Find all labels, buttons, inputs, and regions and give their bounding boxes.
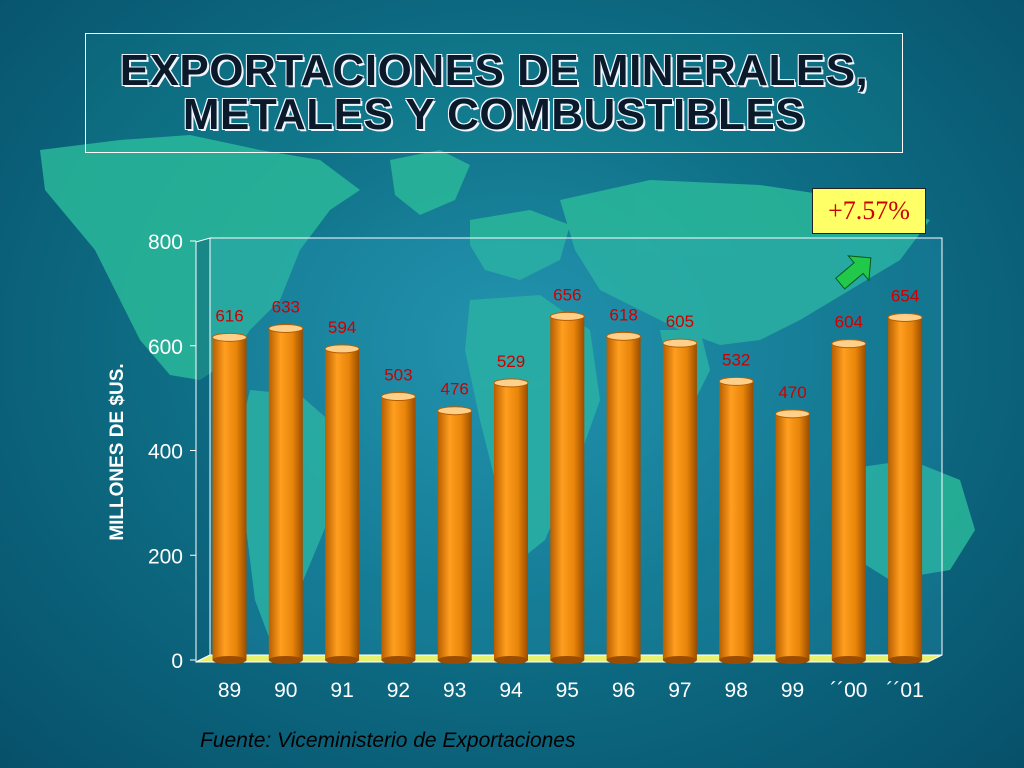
bar-value-label: 618 xyxy=(609,305,637,324)
bar-base xyxy=(831,656,866,664)
bar-top xyxy=(549,311,585,321)
bar-body xyxy=(437,410,472,660)
bar xyxy=(775,409,810,664)
bar-base xyxy=(550,656,585,664)
bar-base xyxy=(381,656,416,664)
x-tick-label: 94 xyxy=(499,679,523,702)
greenland-shape xyxy=(390,150,470,215)
bar-top xyxy=(606,331,642,341)
bar-value-label: 605 xyxy=(666,312,694,331)
bar-body xyxy=(662,343,697,660)
bar-body xyxy=(212,337,247,660)
x-tick-label: 91 xyxy=(330,679,353,702)
x-tick-label: 96 xyxy=(612,679,635,702)
title-box: EXPORTACIONES DE MINERALES, METALES Y CO… xyxy=(85,33,903,153)
bar-top xyxy=(493,378,529,388)
x-tick-label: 95 xyxy=(556,679,579,702)
bar-top xyxy=(831,339,867,349)
bar xyxy=(831,339,867,664)
bar-body xyxy=(325,348,360,660)
x-tick-label: 98 xyxy=(725,679,748,702)
x-tick-label: ´´00 xyxy=(830,679,867,702)
bar-base xyxy=(606,656,641,664)
bar-base xyxy=(325,656,360,664)
title-line-2: METALES Y COMBUSTIBLES xyxy=(182,90,806,139)
europe-shape xyxy=(470,210,570,280)
y-tick-label: 600 xyxy=(148,336,183,359)
bar-top xyxy=(437,406,473,416)
source-note: Fuente: Viceministerio de Exportaciones xyxy=(200,729,576,752)
bar-value-label: 532 xyxy=(722,350,750,369)
bar-value-label: 503 xyxy=(384,366,412,385)
bar-value-label: 654 xyxy=(891,286,919,305)
bar-base xyxy=(775,656,810,664)
bar xyxy=(437,406,473,664)
bars xyxy=(212,311,923,664)
bar-body xyxy=(494,382,528,660)
title-line-1: EXPORTACIONES DE MINERALES, xyxy=(119,46,869,95)
bar-base xyxy=(662,656,697,664)
bar-top xyxy=(887,312,923,322)
x-tick-label: 93 xyxy=(443,679,466,702)
bar-base xyxy=(437,656,472,664)
bar-body xyxy=(606,336,641,660)
bar-value-label: 604 xyxy=(835,313,863,332)
up-arrow-icon xyxy=(835,255,872,290)
y-axis: 0 200 400 600 800 xyxy=(148,231,197,673)
bar-body xyxy=(888,317,923,660)
y-tick-label: 400 xyxy=(148,441,183,464)
x-labels: 89 90 91 92 93 94 95 96 97 98 99 ´´00 ´´01 xyxy=(218,679,924,702)
bar-body xyxy=(775,413,810,660)
bar-value-label: 616 xyxy=(215,306,243,325)
bar-body xyxy=(381,396,416,660)
bar-base xyxy=(719,656,754,664)
bar-body xyxy=(550,316,585,660)
y-tick-label: 0 xyxy=(171,650,183,673)
bar-top xyxy=(775,409,810,419)
bar-value-label: 476 xyxy=(441,380,469,399)
bar xyxy=(549,311,585,664)
x-tick-label: 89 xyxy=(218,679,241,702)
value-labels: 616 633 594 503 476 529 656 618 605 532 470 604 654 xyxy=(215,285,919,401)
x-tick-label: ´´01 xyxy=(886,679,923,702)
bar-top xyxy=(662,338,698,348)
bar-value-label: 470 xyxy=(778,383,806,402)
bar xyxy=(212,332,247,664)
bar-value-label: 656 xyxy=(553,285,581,304)
bar-top xyxy=(268,323,304,333)
bar xyxy=(662,338,698,664)
bar-body xyxy=(831,343,866,660)
bar-base xyxy=(212,656,247,664)
bar xyxy=(380,392,416,664)
bar xyxy=(606,331,642,664)
bar-top xyxy=(380,392,416,402)
y-axis-title: MILLONES DE $US. xyxy=(107,363,128,541)
bar-value-label: 594 xyxy=(328,318,356,337)
bar-top xyxy=(324,344,360,354)
left-wall xyxy=(195,237,211,663)
growth-badge: +7.57% xyxy=(812,188,926,234)
bar xyxy=(268,323,304,664)
bar xyxy=(493,378,529,664)
bar-base xyxy=(888,656,923,664)
bar xyxy=(887,312,923,664)
x-tick-label: 92 xyxy=(387,679,410,702)
bar-top xyxy=(212,332,247,342)
bar xyxy=(324,344,360,664)
bar-body xyxy=(268,328,303,660)
bar-base xyxy=(268,656,303,664)
y-tick-label: 200 xyxy=(148,545,183,568)
y-tick-label: 800 xyxy=(148,231,183,254)
bar-value-label: 529 xyxy=(497,352,525,371)
x-tick-label: 90 xyxy=(274,679,297,702)
bar-body xyxy=(719,381,754,660)
bar-base xyxy=(494,656,528,664)
bar xyxy=(718,376,754,664)
x-tick-label: 99 xyxy=(781,679,804,702)
bar-top xyxy=(718,376,754,386)
bar-value-label: 633 xyxy=(272,297,300,316)
x-tick-label: 97 xyxy=(668,679,691,702)
